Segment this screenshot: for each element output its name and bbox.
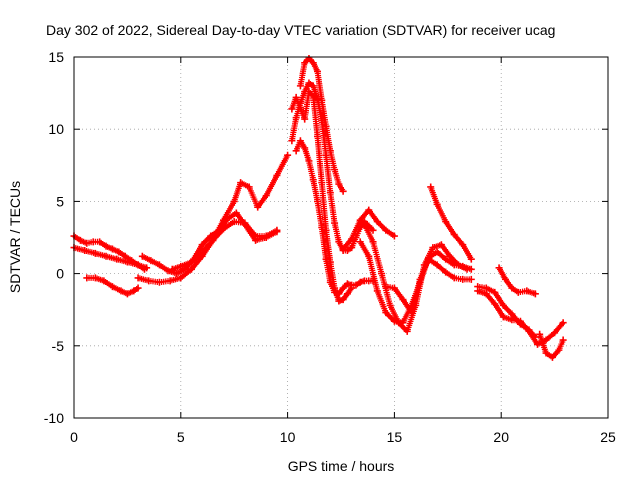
data-point	[76, 236, 84, 244]
series-track-3	[83, 274, 142, 298]
data-point	[495, 264, 503, 272]
series-track-5	[138, 209, 281, 278]
y-axis-title: SDTVAR / TECUs	[7, 181, 23, 293]
data-point	[123, 290, 131, 298]
data-point	[102, 242, 110, 250]
y-tick-label: 0	[56, 266, 64, 282]
series-track-19	[536, 330, 567, 361]
data-point	[108, 245, 116, 253]
series-track-2	[70, 244, 151, 272]
marker-trail	[497, 266, 537, 297]
series-track-10	[288, 79, 377, 254]
series-track-15	[427, 183, 475, 263]
chart-title: Day 302 of 2022, Sidereal Day-to-day VTE…	[46, 22, 555, 38]
plot-frame	[73, 56, 609, 419]
marker-trail	[537, 333, 566, 360]
data-point	[115, 248, 123, 256]
x-tick-label: 25	[600, 429, 616, 445]
marker-trail	[136, 218, 279, 285]
marker-trail	[289, 90, 354, 304]
series-track-14	[382, 255, 475, 317]
marker-trail	[72, 245, 148, 271]
y-tick-label: 5	[56, 193, 64, 209]
y-tick-label: 15	[48, 49, 64, 65]
marker-trail	[171, 154, 290, 272]
series-track-17	[474, 287, 567, 348]
x-tick-label: 5	[177, 429, 185, 445]
series-track-18	[495, 264, 539, 298]
y-tick-label: 10	[48, 121, 64, 137]
marker-trail	[428, 185, 474, 261]
y-tick-label: -10	[44, 410, 64, 426]
x-tick-label: 20	[493, 429, 509, 445]
data-series	[70, 54, 567, 361]
series-track-6	[168, 151, 292, 273]
marker-trail	[297, 56, 346, 193]
marker-trail	[86, 274, 140, 297]
x-tick-label: 10	[280, 429, 296, 445]
marker-trail	[341, 208, 396, 251]
data-point	[187, 265, 195, 273]
marker-trail	[289, 81, 375, 254]
grid	[74, 57, 608, 418]
axis-ticks: 0 5 10 15 20 25 -10 -5 0 5 10 15	[44, 49, 616, 445]
y-tick-label: -5	[52, 338, 65, 354]
marker-trail	[476, 288, 565, 347]
x-tick-label: 15	[387, 429, 403, 445]
x-axis-title: GPS time / hours	[288, 458, 395, 474]
series-track-11	[339, 206, 398, 253]
series-track-9	[296, 54, 347, 195]
marker-trail	[385, 257, 473, 314]
x-tick-label: 0	[70, 429, 78, 445]
series-track-4	[134, 218, 281, 286]
